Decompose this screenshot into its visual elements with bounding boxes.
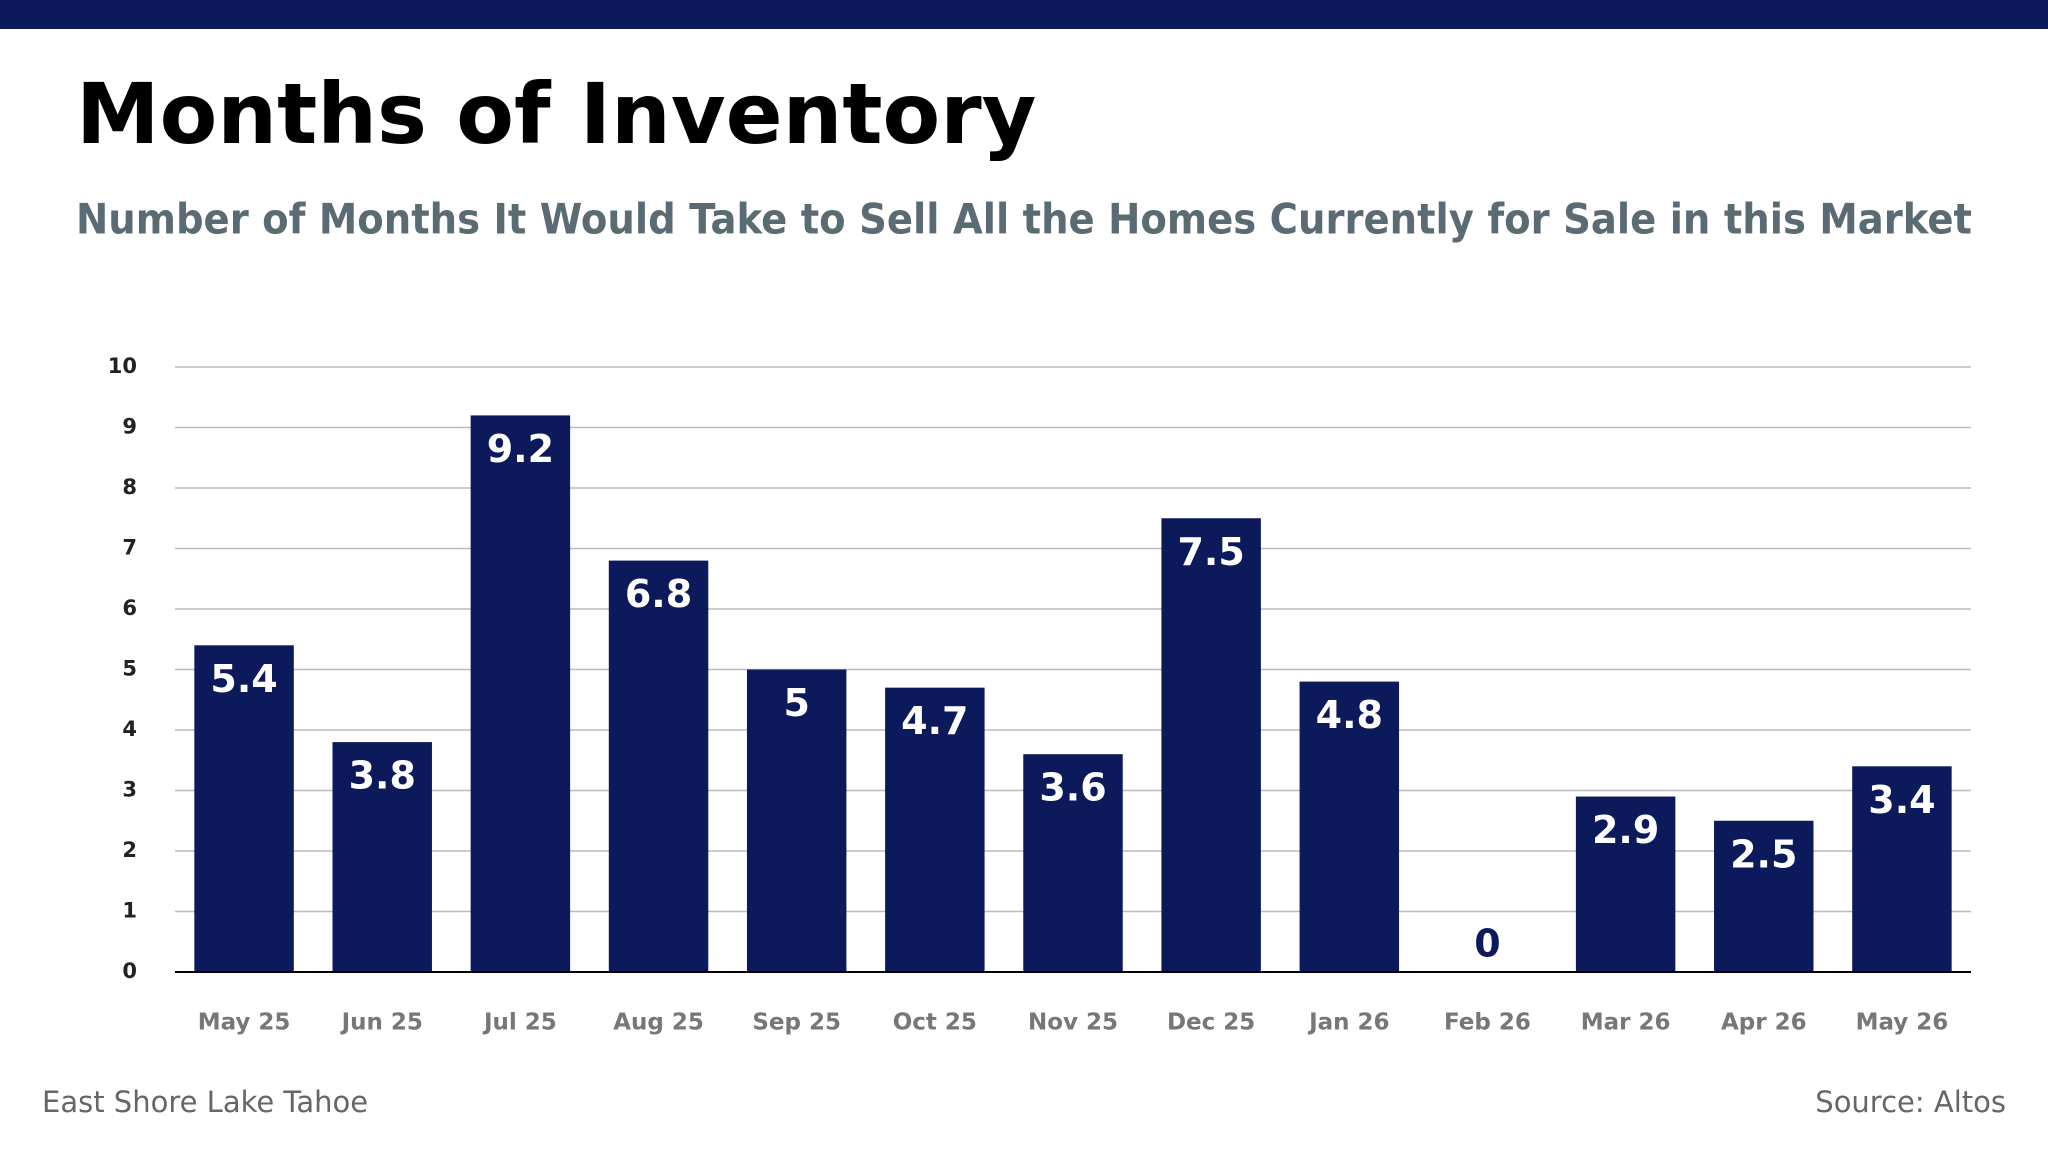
y-tick-label: 1 bbox=[122, 899, 137, 923]
y-tick-label: 8 bbox=[122, 475, 137, 499]
x-tick-label: Feb 26 bbox=[1444, 1010, 1531, 1036]
top-band bbox=[0, 0, 2048, 29]
x-tick-label: Mar 26 bbox=[1581, 1010, 1671, 1036]
value-label: 9.2 bbox=[487, 427, 554, 471]
value-label: 2.9 bbox=[1592, 808, 1659, 852]
x-tick-label: Jan 26 bbox=[1307, 1010, 1389, 1036]
value-label: 4.8 bbox=[1316, 693, 1383, 737]
chart-title: Months of Inventory bbox=[76, 65, 1036, 163]
x-tick-label: May 25 bbox=[198, 1010, 291, 1036]
x-tick-label: Dec 25 bbox=[1167, 1010, 1255, 1036]
value-label: 0 bbox=[1474, 922, 1500, 966]
x-tick-label: Jun 25 bbox=[340, 1010, 423, 1036]
value-label: 6.8 bbox=[625, 572, 692, 616]
value-label: 4.7 bbox=[901, 699, 968, 743]
source-label: Source: Altos bbox=[1815, 1085, 2006, 1119]
y-tick-label: 4 bbox=[122, 717, 137, 741]
y-tick-label: 0 bbox=[122, 959, 137, 983]
y-tick-label: 3 bbox=[122, 778, 137, 802]
y-tick-label: 5 bbox=[122, 657, 137, 681]
value-label: 2.5 bbox=[1730, 832, 1797, 876]
bar bbox=[1575, 796, 1676, 972]
x-tick-label: Apr 26 bbox=[1721, 1010, 1807, 1036]
y-tick-label: 10 bbox=[108, 354, 137, 378]
value-label: 5.4 bbox=[210, 657, 277, 701]
bar bbox=[470, 415, 571, 972]
x-tick-label: Oct 25 bbox=[893, 1010, 977, 1036]
chart-subtitle: Number of Months It Would Take to Sell A… bbox=[76, 195, 1972, 244]
x-tick-label: Jul 25 bbox=[482, 1010, 557, 1036]
x-tick-label: May 26 bbox=[1856, 1010, 1949, 1036]
value-label: 3.8 bbox=[349, 754, 416, 798]
bar bbox=[332, 742, 432, 972]
x-tick-label: Aug 25 bbox=[613, 1010, 704, 1036]
bar bbox=[746, 669, 847, 972]
y-tick-label: 6 bbox=[122, 596, 137, 620]
footer-label: East Shore Lake Tahoe bbox=[42, 1085, 368, 1119]
value-label: 3.4 bbox=[1868, 778, 1935, 822]
y-tick-label: 2 bbox=[122, 838, 137, 862]
bar bbox=[1852, 766, 1952, 972]
bar bbox=[1023, 754, 1123, 972]
y-tick-label: 7 bbox=[122, 536, 137, 560]
bar bbox=[1161, 518, 1261, 972]
bar bbox=[194, 645, 294, 972]
value-label: 3.6 bbox=[1039, 766, 1106, 810]
bar bbox=[1299, 681, 1400, 972]
value-label: 5 bbox=[783, 681, 809, 725]
y-tick-label: 9 bbox=[122, 415, 137, 439]
value-label: 7.5 bbox=[1177, 530, 1244, 574]
bar bbox=[1714, 820, 1814, 972]
x-tick-label: Sep 25 bbox=[752, 1010, 841, 1036]
bar bbox=[608, 560, 709, 972]
bar bbox=[885, 687, 985, 972]
x-tick-label: Nov 25 bbox=[1028, 1010, 1118, 1036]
